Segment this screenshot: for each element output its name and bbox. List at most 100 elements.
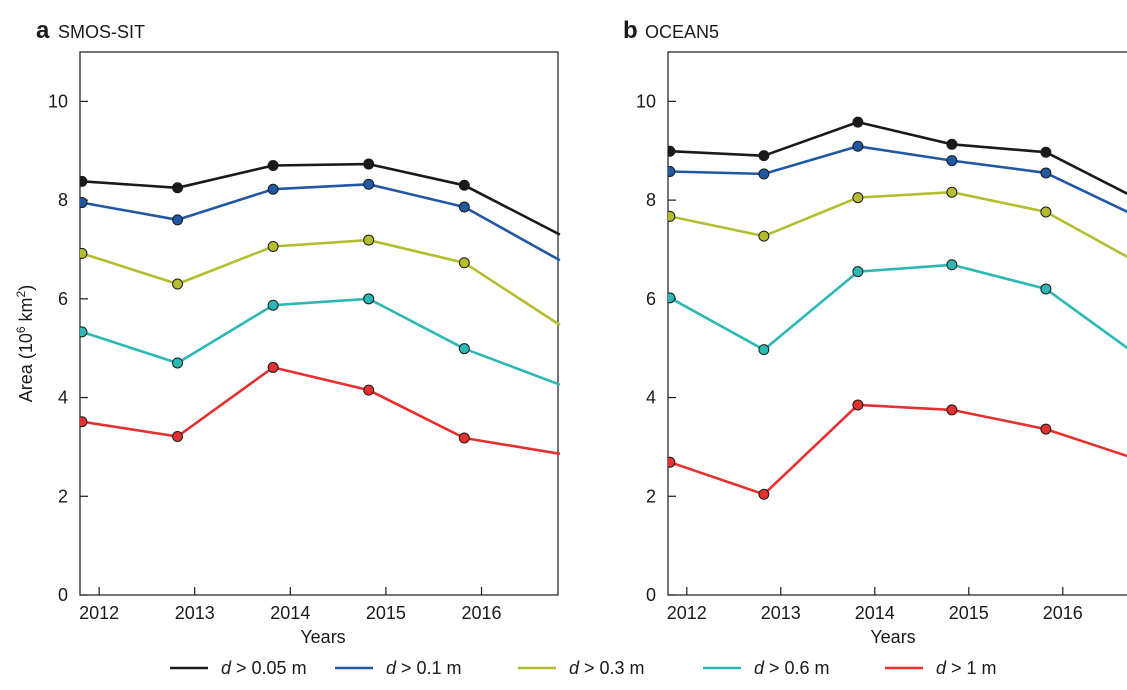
data-point xyxy=(363,158,375,170)
legend-label: d > 0.05 m xyxy=(221,658,307,678)
y-axis-label-part: Area (10 xyxy=(16,333,36,402)
series-line xyxy=(81,297,561,386)
data-point xyxy=(668,165,676,177)
series-line xyxy=(669,190,1127,259)
legend-label: d > 1 m xyxy=(936,658,997,678)
data-point xyxy=(80,416,88,428)
data-point xyxy=(852,140,864,152)
data-point xyxy=(267,160,279,172)
x-tick-label: 2016 xyxy=(1043,603,1083,623)
data-point xyxy=(1040,146,1052,158)
data-point xyxy=(363,293,375,305)
legend-item: d > 0.05 m xyxy=(170,658,307,678)
data-point xyxy=(80,175,88,187)
x-tick-label: 2015 xyxy=(949,603,989,623)
y-tick-label: 4 xyxy=(58,388,68,408)
legend-item: d > 1 m xyxy=(885,658,997,678)
panel-a: a SMOS-SIT 0 2 4 6 8 10 2012 2013 2014 2015 2016 Year… xyxy=(14,17,561,647)
x-tick-label: 2016 xyxy=(461,603,501,623)
data-point xyxy=(267,240,279,252)
data-point xyxy=(852,192,864,204)
x-tick-label: 2012 xyxy=(79,603,119,623)
panel-title: a SMOS-SIT xyxy=(36,17,145,44)
series-2 xyxy=(668,186,1127,259)
y-axis-label-part: 6 xyxy=(14,326,28,333)
x-axis-label: Years xyxy=(300,627,345,647)
series-3 xyxy=(668,259,1127,356)
series-line xyxy=(669,145,1127,214)
legend-var: d xyxy=(936,658,947,678)
plot-frame xyxy=(667,51,1127,596)
legend-var: d xyxy=(569,658,580,678)
x-tick-label: 2014 xyxy=(855,603,895,623)
data-point xyxy=(80,197,88,209)
series-4 xyxy=(668,399,1127,500)
legend-rest: > 0.6 m xyxy=(764,658,830,678)
data-point xyxy=(363,384,375,396)
y-tick-label: 6 xyxy=(646,289,656,309)
data-point xyxy=(1040,167,1052,179)
panel-title: b OCEAN5 xyxy=(623,17,719,44)
data-point xyxy=(758,168,770,180)
y-tick-label: 0 xyxy=(646,585,656,605)
data-point xyxy=(1040,206,1052,218)
y-axis-label-part: ) xyxy=(16,285,36,291)
series-0 xyxy=(80,158,561,236)
data-point xyxy=(172,278,184,290)
data-point xyxy=(758,230,770,242)
data-point xyxy=(172,431,184,443)
series-2 xyxy=(80,234,561,327)
panel-title-text: SMOS-SIT xyxy=(58,22,145,42)
data-point xyxy=(458,201,470,213)
data-point xyxy=(172,182,184,194)
series-3 xyxy=(80,293,561,386)
y-tick-label: 6 xyxy=(58,289,68,309)
data-point xyxy=(852,116,864,128)
data-point xyxy=(458,257,470,269)
series-line xyxy=(669,120,1127,195)
data-point xyxy=(668,456,676,468)
legend-rest: > 0.1 m xyxy=(396,658,462,678)
y-tick-label: 8 xyxy=(646,190,656,210)
y-tick-label: 4 xyxy=(646,388,656,408)
y-tick-label: 10 xyxy=(636,91,656,111)
data-point xyxy=(946,186,958,198)
legend-rest: > 1 m xyxy=(946,658,997,678)
data-point xyxy=(172,214,184,226)
legend-label: d > 0.1 m xyxy=(386,658,462,678)
series-line xyxy=(81,238,561,327)
series-line xyxy=(81,162,561,236)
data-point xyxy=(758,150,770,162)
y-tick-label: 0 xyxy=(58,585,68,605)
y-tick-label: 8 xyxy=(58,190,68,210)
y-axis-label-part: 2 xyxy=(14,290,28,297)
legend-var: d xyxy=(754,658,765,678)
panel-letter: b xyxy=(623,17,638,44)
series-line xyxy=(669,403,1127,496)
data-point xyxy=(946,404,958,416)
legend-var: d xyxy=(386,658,397,678)
data-point xyxy=(852,399,864,411)
data-point xyxy=(668,292,676,304)
data-point xyxy=(758,344,770,356)
x-tick-label: 2015 xyxy=(366,603,406,623)
legend-item: d > 0.1 m xyxy=(335,658,462,678)
series-line xyxy=(81,366,561,456)
legend-item: d > 0.3 m xyxy=(518,658,645,678)
data-point xyxy=(1040,283,1052,295)
data-point xyxy=(946,138,958,150)
series-line xyxy=(669,263,1127,352)
data-point xyxy=(852,266,864,278)
y-tick-label: 2 xyxy=(58,486,68,506)
y-axis-label-part: km xyxy=(16,297,36,326)
y-tick-label: 2 xyxy=(646,486,656,506)
x-tick-label: 2014 xyxy=(270,603,310,623)
panel-title-text: OCEAN5 xyxy=(645,22,719,42)
data-point xyxy=(668,210,676,222)
legend-label: d > 0.6 m xyxy=(754,658,830,678)
data-point xyxy=(758,488,770,500)
data-point xyxy=(80,326,88,338)
series-0 xyxy=(668,116,1127,195)
y-axis-label: Area (106 km2) xyxy=(14,285,36,402)
